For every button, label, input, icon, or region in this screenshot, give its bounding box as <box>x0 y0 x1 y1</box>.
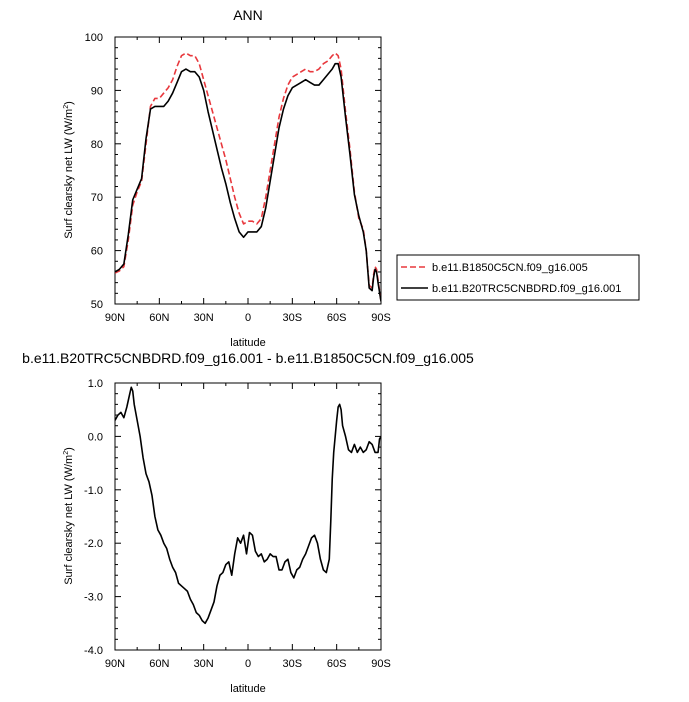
top-axes: 90N 60N 30N 0 30S 60S 90S 50 60 70 80 90 100 <box>85 32 391 324</box>
legend-label-experiment: b.e11.B20TRC5CNBDRD.f09_g16.001 <box>432 283 621 295</box>
top-x-tick-label: 90S <box>371 312 391 324</box>
top-series-line-0 <box>115 52 381 302</box>
svg-text:Surf clearsky net LW (W/m2): Surf clearsky net LW (W/m2) <box>63 447 75 585</box>
bottom-x-axis-title: latitude <box>230 683 265 695</box>
bottom-chart-title: b.e11.B20TRC5CNBDRD.f09_g16.001 - b.e11.… <box>22 350 474 366</box>
legend: b.e11.B1850C5CN.f09_g16.005 b.e11.B20TRC… <box>396 254 640 301</box>
top-x-tick-label: 30N <box>194 312 214 324</box>
bottom-y-tick-label: 1.0 <box>88 378 103 390</box>
bottom-x-tick-label: 60S <box>327 658 347 670</box>
legend-label-control: b.e11.B1850C5CN.f09_g16.005 <box>432 262 588 274</box>
top-y-tick-label: 80 <box>91 139 103 151</box>
top-y-axis-title: Surf clearsky net LW (W/m2) <box>63 101 75 239</box>
bottom-y-tick-label: -4.0 <box>84 645 103 657</box>
top-x-tick-label: 90N <box>105 312 125 324</box>
top-y-tick-label: 90 <box>91 85 103 97</box>
top-x-tick-label: 60N <box>149 312 169 324</box>
top-chart-title: ANN <box>233 7 263 23</box>
top-x-axis-title: latitude <box>230 337 265 349</box>
bottom-x-tick-label: 90S <box>371 658 391 670</box>
legend-box <box>396 254 640 301</box>
bottom-y-axis-title: Surf clearsky net LW (W/m2) <box>63 447 75 585</box>
svg-text:Surf clearsky net LW (W/m2): Surf clearsky net LW (W/m2) <box>63 101 75 239</box>
bottom-x-tick-label: 0 <box>245 658 251 670</box>
bottom-axes: 90N 60N 30N 0 30S 60S 90S -4.0 -3.0 -2.0 -1.0 0.0 1.… <box>84 378 391 670</box>
top-x-tick-label: 0 <box>245 312 251 324</box>
bottom-x-tick-label: 90N <box>105 658 125 670</box>
top-x-tick-label: 60S <box>327 312 347 324</box>
top-y-tick-label: 100 <box>85 32 103 44</box>
bottom-x-tick-label: 60N <box>149 658 169 670</box>
bottom-series-line-0 <box>115 386 381 625</box>
bottom-y-tick-label: -1.0 <box>84 485 103 497</box>
top-plot-frame <box>114 36 382 305</box>
top-y-tick-label: 60 <box>91 246 103 258</box>
top-y-tick-label: 70 <box>91 192 103 204</box>
bottom-y-tick-label: -3.0 <box>84 592 103 604</box>
bottom-x-tick-label: 30N <box>194 658 214 670</box>
top-series-lines <box>115 52 381 302</box>
bottom-plot-frame <box>114 382 382 651</box>
bottom-x-tick-label: 30S <box>283 658 303 670</box>
bottom-y-tick-label: 0.0 <box>88 431 103 443</box>
bottom-chart: b.e11.B20TRC5CNBDRD.f09_g16.001 - b.e11.… <box>22 350 474 695</box>
top-x-tick-label: 30S <box>283 312 303 324</box>
top-y-tick-label: 50 <box>91 299 103 311</box>
bottom-y-tick-label: -2.0 <box>84 538 103 550</box>
top-chart: ANN 90N 60N 30N 0 30S 60S 90S 50 60 70 80 90 100 Sur… <box>63 7 640 349</box>
bottom-series-lines <box>115 386 381 625</box>
top-series-line-1 <box>115 62 381 302</box>
